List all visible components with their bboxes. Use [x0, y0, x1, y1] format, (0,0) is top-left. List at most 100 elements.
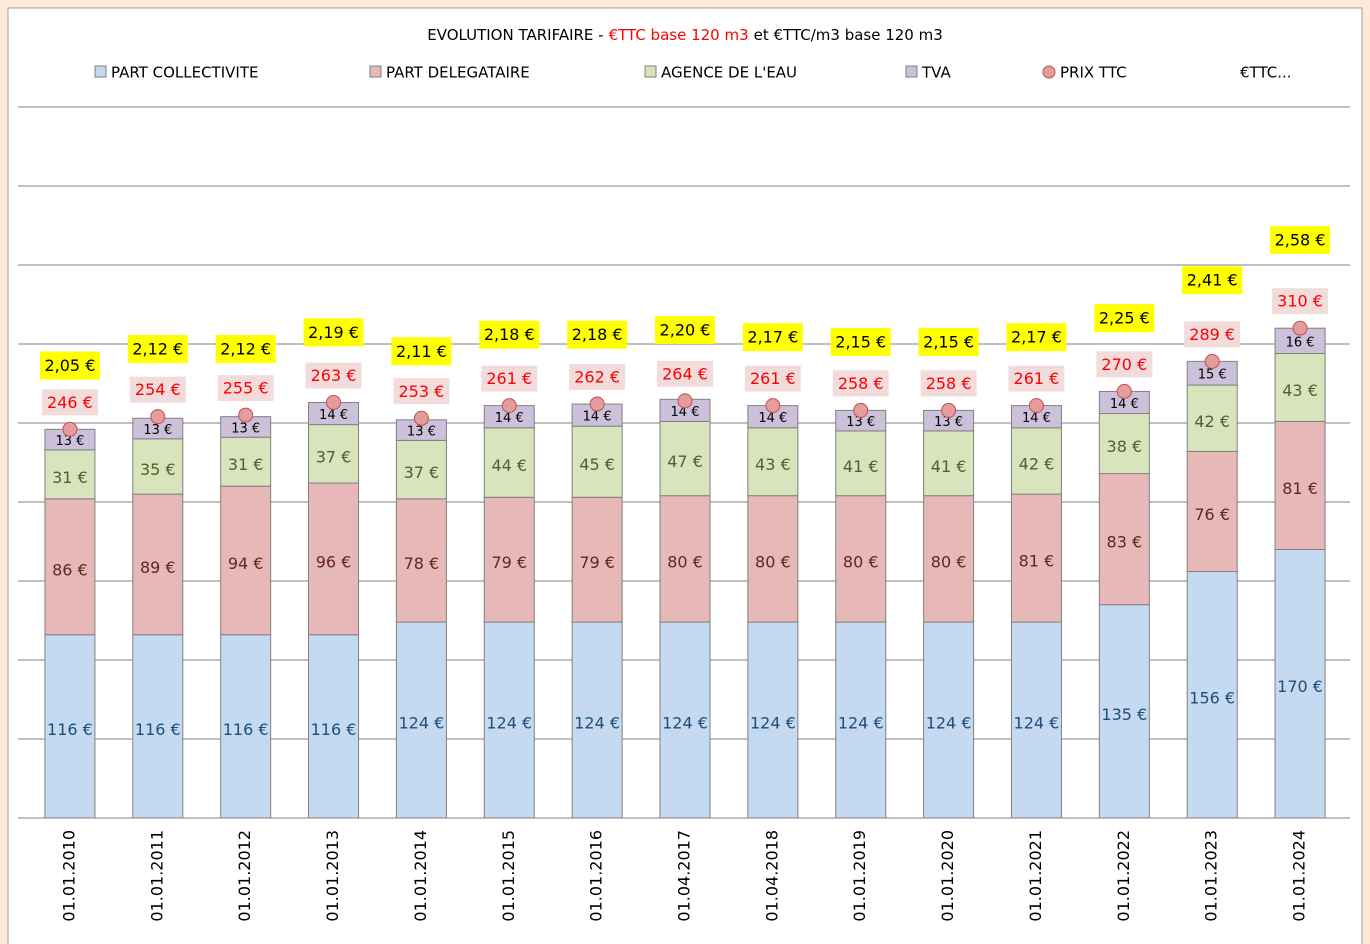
bar-segment	[483, 427, 535, 498]
price-marker	[589, 396, 605, 412]
price-label: 261 €	[486, 369, 532, 388]
data-label: 14 €	[495, 411, 524, 426]
bar-segment	[923, 430, 975, 497]
data-label: 45 €	[579, 455, 615, 474]
chart-title: EVOLUTION TARIFAIRE - €TTC base 120 m3 et …	[427, 26, 943, 44]
data-label: 83 €	[1107, 533, 1143, 552]
bar-segment	[44, 498, 96, 636]
data-label: 43 €	[1282, 381, 1318, 400]
x-tick-label: 01.04.2017	[675, 830, 694, 922]
price-label-bg	[832, 370, 889, 397]
price-label: 253 €	[398, 382, 444, 401]
bar-segment	[483, 621, 535, 819]
price-label: 310 €	[1277, 292, 1323, 311]
bar-segment	[1186, 450, 1238, 573]
data-label: 16 €	[1286, 335, 1315, 350]
data-label: 94 €	[228, 554, 264, 573]
bar-segment	[1010, 621, 1062, 819]
bar-segment	[571, 496, 623, 623]
per-m3-label: 2,25 €	[1099, 309, 1150, 328]
bar-segment	[220, 436, 272, 487]
per-m3-label-bg	[1006, 323, 1067, 352]
data-label: 13 €	[934, 415, 963, 430]
per-m3-label-bg	[479, 320, 540, 349]
x-tick-label: 01.01.2015	[499, 830, 518, 922]
price-label-bg	[217, 375, 274, 402]
price-marker	[1116, 383, 1132, 399]
per-m3-label-bg	[830, 327, 891, 356]
legend-label: TVA	[921, 64, 951, 82]
bar-segment	[747, 427, 799, 497]
bar-segment	[1274, 548, 1326, 819]
data-label: 116 €	[135, 720, 181, 739]
data-label: 43 €	[755, 455, 791, 474]
legend-label: PART DELEGATAIRE	[386, 64, 530, 82]
data-label: 124 €	[926, 714, 972, 733]
bar-segment	[1010, 427, 1062, 495]
price-label: 263 €	[311, 366, 357, 385]
title-end: et €TTC/m3 base 120 m3	[754, 26, 943, 44]
per-m3-label: 2,58 €	[1275, 230, 1326, 249]
data-label: 79 €	[579, 553, 615, 572]
legend-label: PRIX TTC	[1060, 64, 1127, 82]
title-highlight: €TTC base 120 m3	[609, 26, 749, 44]
price-label-bg	[657, 360, 713, 387]
data-label: 78 €	[404, 554, 440, 573]
bar-segment	[659, 621, 711, 819]
price-label: 289 €	[1189, 325, 1235, 344]
bar-segment	[571, 425, 623, 498]
data-label: 80 €	[755, 552, 791, 571]
x-tick-label: 01.01.2011	[147, 830, 166, 922]
data-label: 80 €	[843, 552, 879, 571]
x-tick-label: 01.01.2014	[411, 830, 430, 922]
x-tick-label: 01.01.2016	[587, 830, 606, 922]
price-marker	[326, 394, 342, 410]
per-m3-label: 2,11 €	[396, 342, 447, 361]
bar-segment	[308, 634, 360, 819]
per-m3-label-bg	[391, 337, 452, 366]
price-label-bg	[41, 389, 98, 416]
price-label: 262 €	[574, 368, 620, 387]
data-label: 37 €	[316, 447, 352, 466]
data-label: 116 €	[311, 720, 357, 739]
data-label: 80 €	[667, 552, 703, 571]
price-label: 261 €	[750, 369, 796, 388]
data-label: 38 €	[1107, 437, 1143, 456]
per-m3-label-bg	[742, 323, 803, 352]
x-tick-label: 01.01.2013	[323, 830, 342, 922]
bar-segment	[44, 634, 96, 819]
per-m3-label: 2,18 €	[484, 325, 535, 344]
per-m3-label-bg	[39, 351, 100, 380]
price-marker	[413, 410, 429, 426]
price-label-bg	[920, 370, 977, 397]
bar-segment	[747, 621, 799, 819]
data-label: 31 €	[228, 455, 264, 474]
price-label-bg	[1096, 351, 1153, 378]
data-label: 44 €	[491, 456, 527, 475]
bar-segment	[132, 438, 184, 495]
data-label: 35 €	[140, 460, 176, 479]
data-label: 13 €	[55, 434, 84, 449]
data-label: 135 €	[1101, 705, 1147, 724]
data-label: 14 €	[583, 410, 612, 425]
bar-segment	[1098, 413, 1150, 475]
price-marker	[501, 398, 517, 414]
data-label: 42 €	[1019, 454, 1055, 473]
price-marker	[765, 398, 781, 414]
price-label-bg	[1272, 288, 1329, 315]
title-start: EVOLUTION TARIFAIRE -	[427, 26, 603, 44]
bar-segment	[659, 495, 711, 623]
data-label: 80 €	[931, 552, 967, 571]
data-label: 89 €	[140, 558, 176, 577]
bar-segment	[1186, 571, 1238, 819]
legend-swatch	[94, 65, 107, 78]
per-m3-label-bg	[918, 327, 979, 356]
x-tick-label: 01.01.2020	[938, 830, 957, 922]
per-m3-label: 2,15 €	[835, 332, 886, 351]
legend-swatch	[905, 65, 918, 78]
bar-segment	[571, 621, 623, 819]
price-label: 258 €	[926, 374, 972, 393]
data-label: 124 €	[838, 714, 884, 733]
data-label: 124 €	[662, 714, 708, 733]
